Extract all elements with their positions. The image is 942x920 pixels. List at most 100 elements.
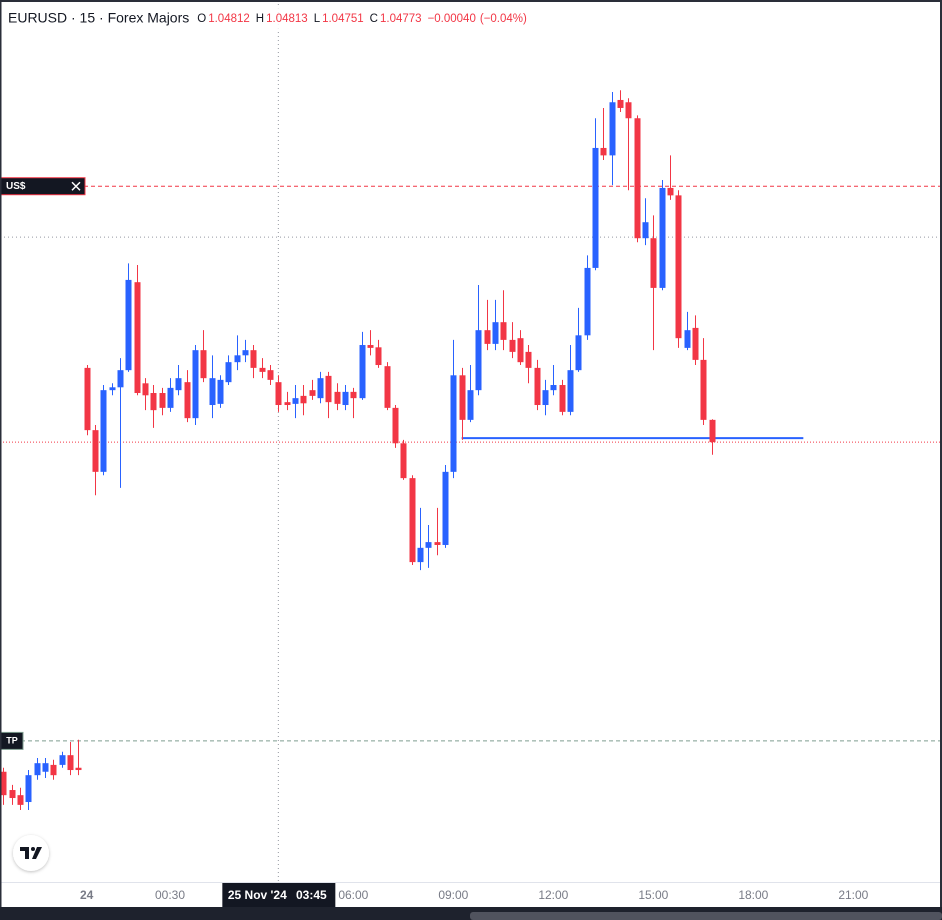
- frame-right: [940, 0, 942, 907]
- x-tick-label: 00:30: [155, 888, 185, 902]
- candle-body: [242, 350, 249, 356]
- candle-body: [700, 359, 707, 420]
- candle-body: [584, 267, 591, 336]
- candle-body: [409, 478, 416, 563]
- header-bg: [2, 8, 531, 30]
- candle-body: [550, 385, 557, 391]
- candle-body: [284, 402, 291, 406]
- candle-body: [450, 375, 457, 472]
- candle-body: [217, 379, 224, 404]
- ohlc-label: C: [370, 13, 378, 25]
- candle-body: [292, 398, 299, 404]
- candle-body: [534, 367, 541, 406]
- x-tick-label: 12:00: [538, 888, 568, 902]
- x-tick-label: 15:00: [638, 888, 668, 902]
- candles-layer: [0, 90, 716, 811]
- logo[interactable]: [13, 835, 49, 871]
- x-tick-label: 18:00: [738, 888, 768, 902]
- candle-body: [375, 347, 382, 366]
- candle-body: [642, 222, 649, 239]
- candle-body: [392, 407, 399, 444]
- candle-body: [17, 795, 24, 805]
- candle-body: [59, 755, 66, 765]
- candle-body: [567, 370, 574, 412]
- price-line-close[interactable]: [71, 181, 81, 191]
- candle-body: [200, 350, 207, 379]
- frame-top: [0, 0, 942, 2]
- candle-body: [209, 378, 216, 406]
- candle-body: [475, 330, 482, 391]
- candle-body: [617, 99, 624, 108]
- candle-body: [259, 367, 266, 372]
- candle-body: [0, 771, 7, 796]
- logo-dot[interactable]: [31, 847, 35, 851]
- candle-body: [334, 391, 341, 404]
- candle-body: [75, 767, 82, 771]
- ui-layer: 24 00:30 06:00 09:00 12:00 15:00 18:00 21:00 25 …: [0, 8, 869, 907]
- logo-circle[interactable]: [13, 835, 49, 871]
- candle-body: [675, 195, 682, 339]
- candle-body: [117, 370, 124, 388]
- candle-body: [400, 443, 407, 479]
- candle-body: [234, 355, 241, 363]
- candle-body: [434, 542, 441, 545]
- candle-body: [500, 322, 507, 340]
- candle-body: [192, 350, 199, 419]
- candle-body: [367, 345, 374, 348]
- candle-body: [592, 147, 599, 268]
- price-line-label: TP: [6, 735, 18, 745]
- crosshair-time-box: [222, 883, 336, 907]
- candle-body: [525, 351, 532, 368]
- candle-body: [142, 383, 149, 396]
- candle-body: [509, 339, 516, 352]
- symbol-title: EURUSD · 15 · Forex Majors: [8, 10, 189, 26]
- candle-body: [517, 338, 524, 363]
- candle-body: [459, 375, 466, 420]
- candle-body: [634, 118, 641, 239]
- candle-body: [42, 763, 49, 772]
- candle-body: [484, 330, 491, 344]
- candle-body: [384, 366, 391, 408]
- candle-body: [92, 430, 99, 472]
- candle-body: [417, 547, 424, 563]
- ohlc-label: H: [256, 13, 264, 25]
- candle-body: [442, 471, 449, 545]
- ohlc-value: 1.04812: [208, 13, 250, 25]
- candle-body: [692, 327, 699, 360]
- candle-body: [667, 187, 674, 196]
- x-tick-label: 21:00: [838, 888, 868, 902]
- candle-body: [167, 387, 174, 408]
- candle-body: [684, 330, 691, 348]
- candle-body: [625, 102, 632, 119]
- candle-body: [317, 378, 324, 399]
- x-tick-label: 06:00: [338, 888, 368, 902]
- candle-body: [100, 390, 107, 472]
- candle-body: [342, 391, 349, 406]
- candle-body: [109, 387, 116, 391]
- candle-body: [325, 375, 332, 403]
- candle-body: [542, 390, 549, 406]
- candle-body: [650, 238, 657, 288]
- candle-body: [300, 395, 307, 404]
- candle-body: [50, 764, 57, 776]
- candle-body: [175, 378, 182, 391]
- candle-body: [184, 382, 191, 419]
- candle-body: [25, 775, 32, 803]
- ohlc-value: 1.04813: [266, 13, 308, 25]
- logo-mark[interactable]: [32, 847, 42, 859]
- candle-body: [309, 390, 316, 396]
- candle-body: [467, 390, 474, 420]
- candle-body: [492, 322, 499, 344]
- logo-mark[interactable]: [20, 847, 29, 859]
- x-tick-label: 24: [80, 888, 94, 902]
- x-tick-label: 09:00: [438, 888, 468, 902]
- change-percent: (−0.04%): [480, 13, 527, 25]
- bottom-bar-handle: [470, 912, 942, 920]
- candle-body: [125, 279, 132, 371]
- ohlc-label: O: [197, 13, 206, 25]
- ohlc-value: 1.04773: [380, 13, 422, 25]
- candle-body: [34, 763, 41, 776]
- frame-left: [0, 0, 2, 907]
